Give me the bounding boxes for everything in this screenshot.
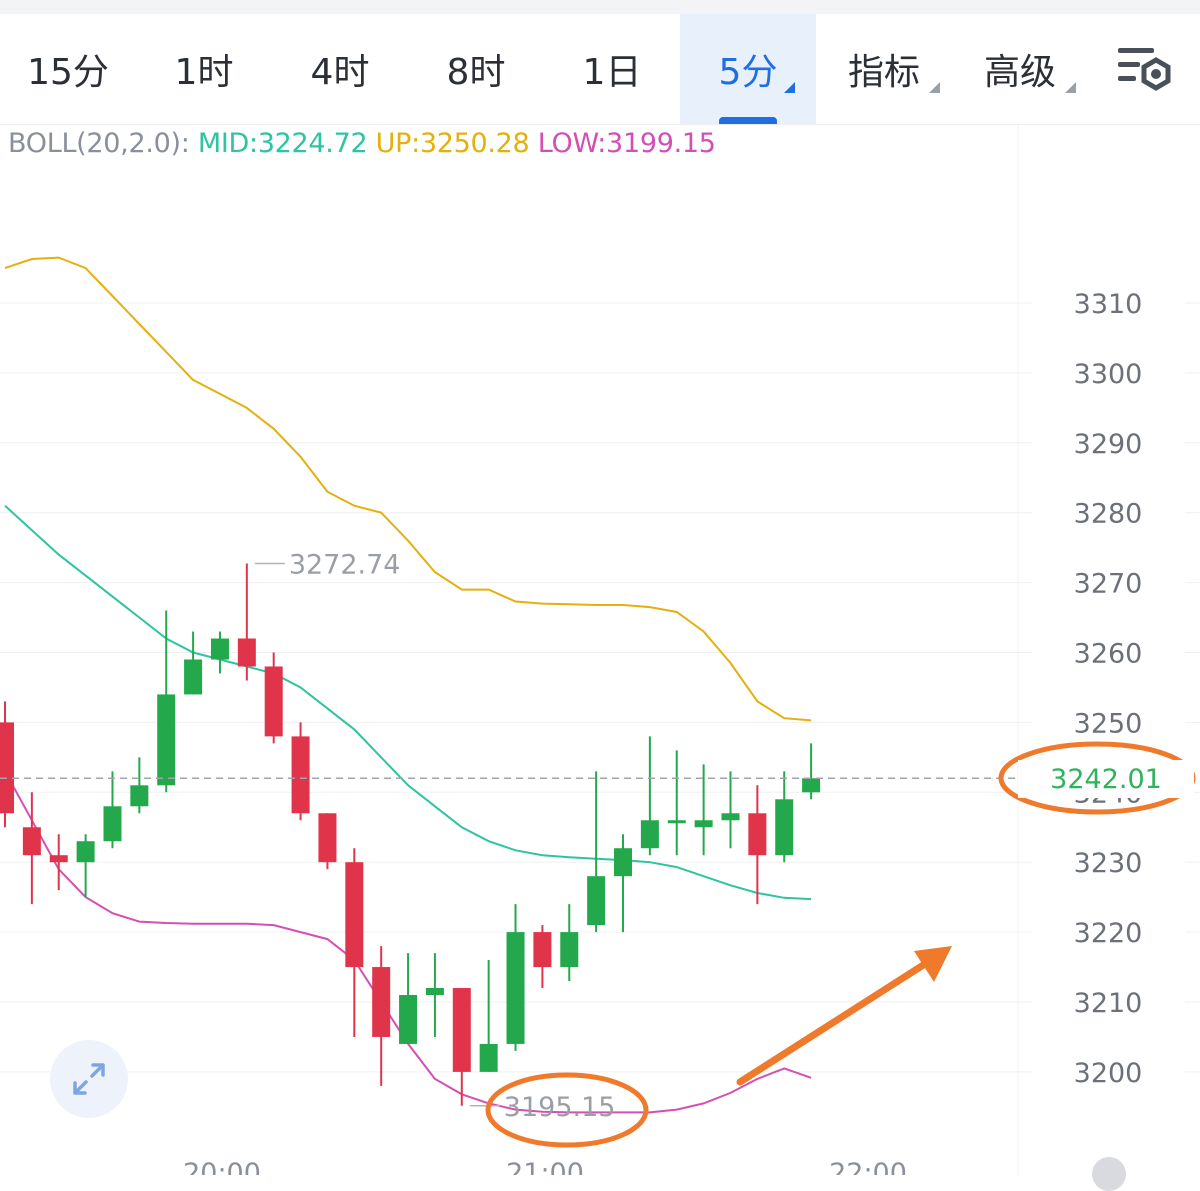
boll-up-line [4,256,812,722]
x-tick-label: 21:00 [506,1158,584,1175]
boll-low-line [4,770,812,1114]
trend-arrow-shaft [736,958,932,1086]
tab-label: 8时 [446,52,506,93]
tab-label: 15分 [27,52,109,93]
low-marker-label: 3195.15 [504,1092,616,1123]
candle-body [345,862,364,968]
tab-label: 1时 [174,52,234,93]
candle-body [425,988,444,996]
tab-label: 高级 [983,52,1056,93]
candle-body [49,855,68,863]
boll-mid-line [4,504,812,901]
y-tick-label: 3200 [1074,1058,1143,1089]
candle-body [640,820,659,849]
candle-body [22,827,41,856]
candle-body [237,638,256,667]
current-price-tag: 3242.01 [1018,760,1194,798]
candle-body [210,638,229,660]
tab-8hour[interactable]: 8时 [408,14,544,124]
candle-body [372,967,391,1037]
tab-label: 1日 [582,52,642,93]
candle-body [479,1043,498,1072]
tab-indicators[interactable]: 指标 [816,14,952,124]
boll-mid: MID:3224.72 [197,128,368,159]
candle-body [130,785,149,807]
candle-body [802,778,821,793]
tab-15min[interactable]: 15分 [0,14,136,124]
boll-legend: BOLL(20,2.0): MID:3224.72 UP:3250.28 LOW… [8,128,716,159]
candle-body [533,932,552,968]
candle-body [157,694,176,786]
candle-body [184,659,203,695]
expand-arrows-icon [73,1063,105,1095]
price-chart[interactable]: 3310330032903280327032603250324032303220… [0,125,1200,1175]
candle-body [103,806,122,842]
tab-1hour[interactable]: 1时 [136,14,272,124]
candle-body [587,876,606,926]
y-tick-label: 3280 [1074,499,1143,530]
boll-up: UP:3250.28 [375,128,530,159]
candle-body [318,813,337,863]
y-tick-label: 3300 [1074,359,1143,390]
interval-tab-bar: 15分 1时 4时 8时 1日 5分 指标 高级 [0,14,1200,125]
candle-body [76,841,95,863]
boll-params: BOLL(20,2.0): [8,128,190,159]
tab-label: 4时 [310,52,370,93]
boll-low: LOW:3199.15 [537,128,716,159]
scroll-to-latest-button[interactable] [1092,1157,1126,1191]
tab-advanced[interactable]: 高级 [952,14,1088,124]
candle-body [0,722,14,814]
tab-5min[interactable]: 5分 [680,14,816,124]
candle-body [748,813,767,856]
y-tick-label: 3290 [1074,429,1143,460]
y-tick-label: 3260 [1074,639,1143,670]
tab-label: 指标 [847,52,920,93]
y-tick-label: 3250 [1074,708,1143,739]
y-tick-label: 3270 [1074,569,1143,600]
candle-body [399,995,418,1044]
candle-body [506,932,525,1044]
candle-body [291,736,310,814]
x-tick-label: 20:00 [183,1158,261,1175]
tab-label: 5分 [718,52,778,93]
candle-body [560,932,579,968]
low-highlight-ellipse [485,1072,649,1148]
x-tick-label: 22:00 [829,1158,907,1175]
trend-arrow-head [914,946,952,982]
candle-body [667,820,686,824]
dropdown-caret-icon [1065,82,1076,93]
y-tick-label: 3310 [1074,289,1143,320]
candle-body [452,988,471,1072]
active-tab-indicator [719,117,777,124]
candle-body [775,799,794,856]
expand-button[interactable] [50,1040,128,1118]
high-marker-label: 3272.74 [289,549,401,580]
status-strip [0,0,1200,14]
y-tick-label: 3230 [1074,848,1143,879]
candle-body [721,813,740,821]
y-tick-label: 3210 [1074,988,1143,1019]
dropdown-caret-icon [929,82,940,93]
dropdown-caret-icon [784,82,795,93]
candle-body [614,848,633,877]
y-tick-label: 3220 [1074,918,1143,949]
candle-body [264,666,283,737]
tab-4hour[interactable]: 4时 [272,14,408,124]
chart-settings-icon[interactable] [1112,38,1176,102]
candle-body [694,820,713,828]
tab-1day[interactable]: 1日 [544,14,680,124]
